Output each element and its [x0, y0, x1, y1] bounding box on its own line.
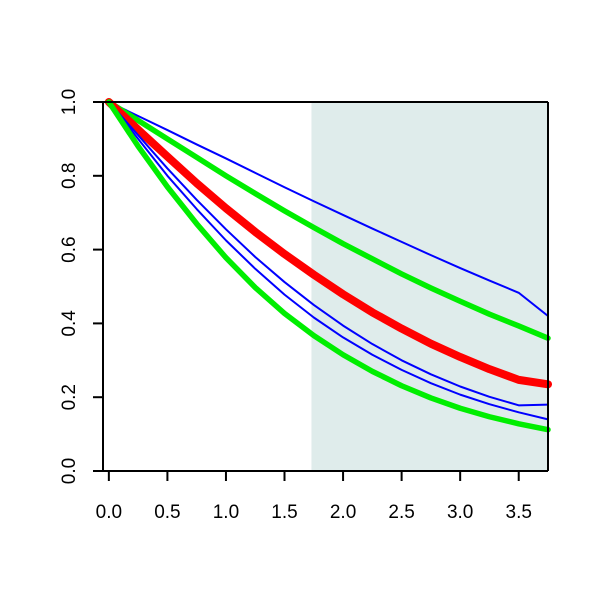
x-tick-label: 1.0	[213, 502, 239, 523]
x-tick-label: 0.5	[154, 502, 180, 523]
y-tick-label: 0.8	[59, 163, 80, 189]
series-line-4	[107, 101, 549, 407]
x-tick-label: 3.5	[506, 502, 532, 523]
y-tick-label: 1.0	[59, 89, 80, 115]
series-line-1	[107, 101, 549, 318]
series-line-5	[107, 101, 549, 421]
x-tick-label: 1.5	[271, 502, 297, 523]
x-tick-label: 2.5	[388, 502, 414, 523]
series-line-6	[106, 99, 551, 433]
x-tick-label: 3.0	[447, 502, 473, 523]
series-line-3	[104, 98, 552, 389]
series-layer	[104, 98, 552, 433]
y-tick-label: 0.6	[59, 236, 80, 262]
y-tick-label: 0.2	[59, 384, 80, 410]
y-tick-label: 0.0	[59, 458, 80, 484]
y-tick-label: 0.4	[59, 310, 80, 337]
x-tick-label: 0.0	[96, 502, 122, 523]
axes-layer: 0.0 0.5 1.0 1.5 2.0 2.5 3.0 3.5 0.0 0.2 0.4 0.6 0.8 1…	[59, 89, 549, 523]
series-line-2	[106, 99, 551, 341]
x-tick-label: 2.0	[330, 502, 356, 523]
